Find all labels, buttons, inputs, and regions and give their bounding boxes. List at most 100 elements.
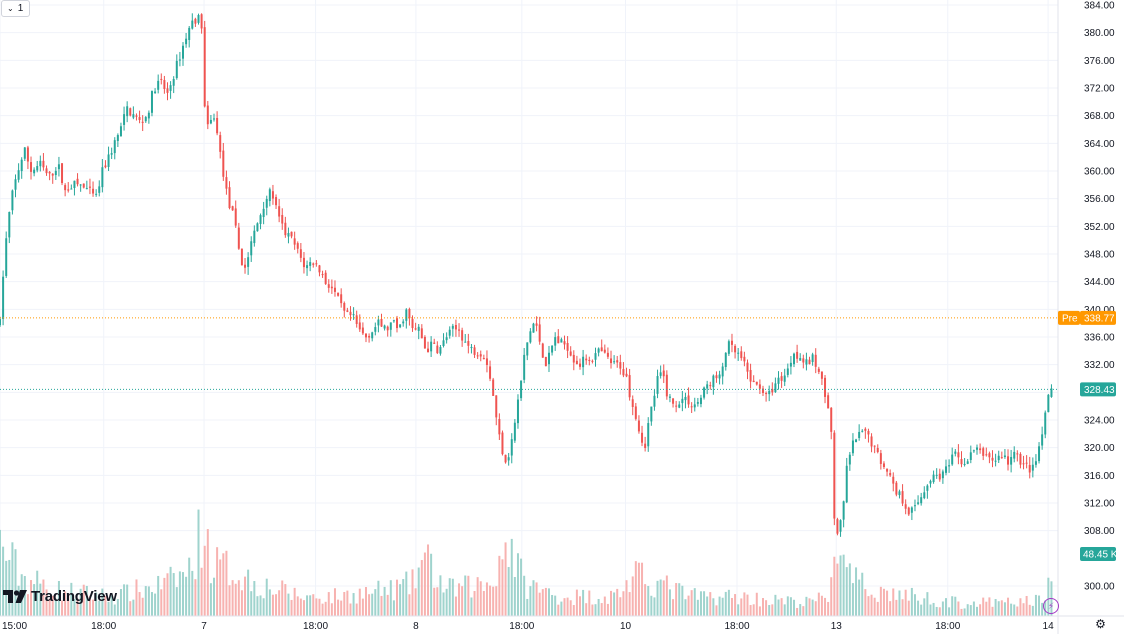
candle-body	[1003, 455, 1006, 458]
volume-bar	[917, 600, 920, 616]
candle-body	[299, 249, 302, 258]
time-tick-label: 18:00	[91, 621, 116, 632]
volume-bar	[1022, 603, 1025, 616]
candle-body	[430, 341, 433, 352]
candle-body	[79, 184, 82, 186]
volume-bar	[957, 601, 960, 616]
volume-bar	[76, 598, 79, 616]
volume-bar	[476, 577, 479, 616]
pre-badge	[1058, 310, 1080, 325]
candle-body	[30, 162, 33, 172]
volume-bar	[259, 595, 262, 616]
interval-selector[interactable]: ⌄ 1	[1, 0, 31, 17]
candle-body	[85, 188, 88, 190]
candle-body	[467, 341, 470, 346]
volume-bar	[910, 587, 913, 616]
volume-bar	[5, 560, 8, 616]
candle-body	[898, 491, 901, 496]
volume-bar	[603, 596, 606, 616]
volume-bar	[833, 556, 836, 616]
volume-bar	[696, 599, 699, 616]
price-badges: Pre 338.77 328.43 48.45 K	[1058, 310, 1118, 561]
candle-body	[5, 238, 8, 276]
candle-body	[873, 445, 876, 447]
volume-bar	[88, 595, 91, 616]
volume-bar	[526, 598, 529, 616]
volume-bar	[234, 583, 237, 616]
volume-bar	[349, 603, 352, 616]
candle-body	[743, 356, 746, 362]
candle-body	[2, 276, 5, 319]
volume-bar	[535, 582, 538, 616]
candle-body	[706, 384, 709, 389]
candle-body	[349, 311, 352, 316]
price-axis[interactable]: 384.00 380.00 376.00 372.00 368.00 364.00 360.…	[1057, 0, 1115, 634]
volume-bar	[461, 586, 464, 616]
candle-body	[510, 439, 513, 456]
candle-body	[653, 395, 656, 407]
volume-bar	[501, 559, 504, 616]
candle-body	[147, 112, 150, 119]
volume-bar	[82, 584, 85, 616]
candle-body	[895, 482, 898, 495]
candle-body	[346, 310, 349, 312]
candle-body	[343, 302, 346, 311]
tradingview-logo[interactable]: TradingView	[3, 588, 117, 605]
volume-bar	[237, 580, 240, 616]
candle-body	[461, 330, 464, 341]
time-tick-label: 18:00	[303, 621, 328, 632]
volume-bar	[389, 580, 392, 616]
time-axis[interactable]: 15:00 18:00 7 18:00 8 18:00 10 18:00 13 18:00 14	[0, 615, 1124, 632]
candle-body	[144, 117, 147, 122]
candle-body	[650, 406, 653, 422]
candle-body	[718, 374, 721, 379]
candle-body	[752, 380, 755, 383]
candle-body	[265, 199, 268, 208]
volume-bar	[1003, 602, 1006, 616]
volume-bar	[1025, 595, 1028, 616]
volume-bar	[864, 589, 867, 616]
candle-body	[330, 286, 333, 289]
candle-body	[737, 352, 740, 354]
candle-body	[969, 452, 972, 460]
volume-bar	[932, 602, 935, 616]
volume-bar	[557, 604, 560, 616]
volume-bar	[743, 592, 746, 616]
candle-body	[665, 374, 668, 397]
volume-bar	[178, 571, 181, 616]
time-tick-label: 15:00	[2, 621, 27, 632]
candle-body	[312, 263, 315, 265]
candle-body	[154, 91, 157, 94]
candle-body	[278, 206, 281, 217]
gear-icon[interactable]: ⚙	[1095, 617, 1106, 631]
volume-bar	[755, 592, 758, 616]
volume-bar	[848, 563, 851, 616]
candle-body	[104, 165, 107, 168]
candle-body	[470, 347, 473, 349]
volume-bar	[861, 572, 864, 616]
lightning-icon[interactable]: ⚡	[1043, 598, 1059, 614]
volume-bar	[213, 577, 216, 616]
volume-bar	[588, 590, 591, 616]
volume-bar	[417, 567, 420, 616]
volume-bar	[405, 571, 408, 616]
candle-body	[647, 423, 650, 447]
volume-bar	[516, 553, 519, 616]
candle-body	[938, 473, 941, 480]
volume-bar	[547, 588, 550, 616]
candle-body	[988, 453, 991, 458]
candle-body	[768, 390, 771, 395]
candle-body	[703, 387, 706, 398]
candle-body	[569, 351, 572, 356]
volume-bar	[107, 601, 110, 616]
candle-body	[76, 178, 79, 185]
volume-bar	[172, 573, 175, 616]
candle-body	[662, 370, 665, 377]
candle-body	[473, 347, 476, 355]
candle-body	[358, 322, 361, 330]
candle-body	[839, 520, 842, 532]
volume-bar	[454, 596, 457, 616]
volume-bar	[1047, 577, 1050, 616]
candle-body	[51, 173, 54, 176]
